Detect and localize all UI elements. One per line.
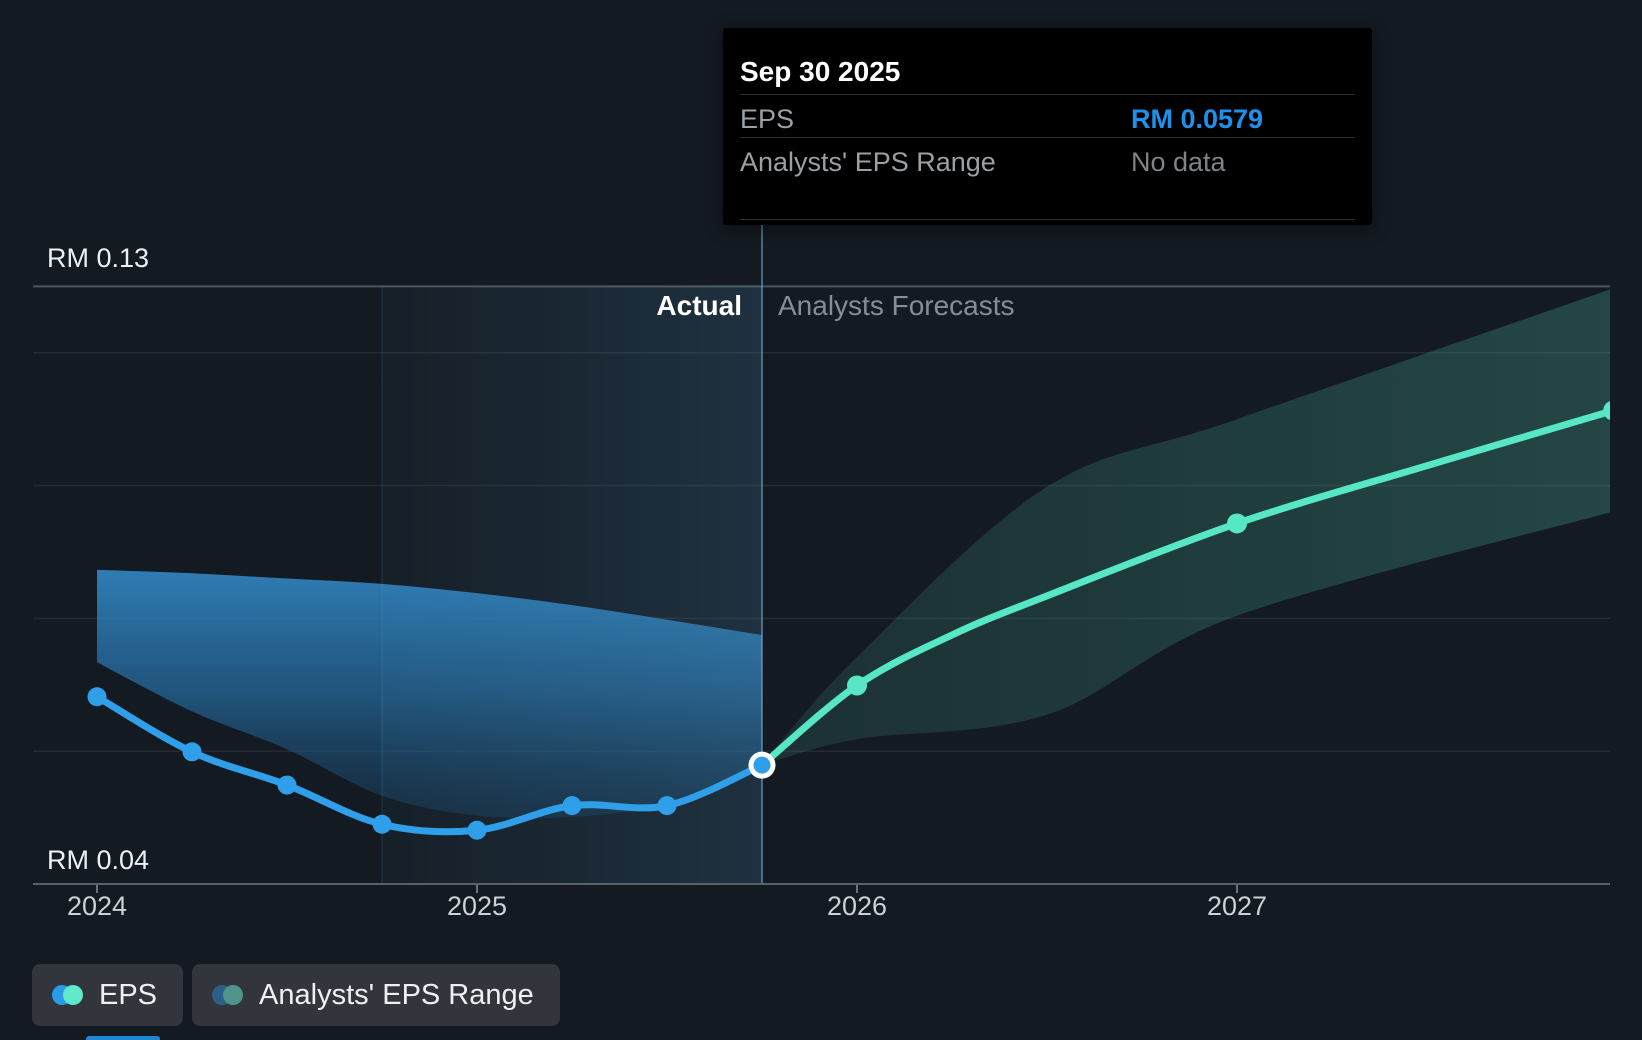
range-bands bbox=[97, 289, 1610, 819]
series-markers bbox=[87, 401, 1610, 840]
y-min-label: RM 0.04 bbox=[47, 845, 150, 875]
legend-range-label: Analysts' EPS Range bbox=[259, 978, 534, 1011]
legend-eps-label: EPS bbox=[99, 978, 158, 1011]
range-teal-dot-icon bbox=[223, 985, 244, 1005]
tooltip-divider bbox=[740, 219, 1355, 220]
chart-legend: EPS Analysts' EPS Range bbox=[32, 964, 560, 1026]
tooltip-range-value: No data bbox=[1131, 147, 1226, 177]
tooltip-divider bbox=[740, 94, 1355, 95]
x-axis bbox=[33, 883, 1610, 893]
tooltip-divider bbox=[740, 137, 1355, 138]
bottom-blue-strip bbox=[86, 1036, 160, 1040]
tooltip-range-label: Analysts' EPS Range bbox=[740, 147, 996, 177]
y-max-label: RM 0.13 bbox=[47, 243, 150, 273]
x-tick-label-2027: 2027 bbox=[1206, 891, 1268, 921]
eps-legend-dots-icon bbox=[52, 985, 83, 1005]
tooltip-eps-value: RM 0.0579 bbox=[1131, 104, 1264, 134]
tooltip-eps-label: EPS bbox=[740, 104, 795, 134]
range-legend-dots-icon bbox=[212, 985, 244, 1005]
chart-tooltip: Sep 30 2025 EPS RM 0.0579 Analysts' EPS … bbox=[723, 28, 1372, 225]
x-tick-label-2024: 2024 bbox=[66, 891, 128, 921]
x-tick-label-2025: 2025 bbox=[446, 891, 508, 921]
forecast-section-label: Analysts Forecasts bbox=[778, 290, 1015, 321]
actual-section-label: Actual bbox=[656, 290, 742, 321]
eps-teal-dot-icon bbox=[63, 985, 83, 1005]
legend-item-analysts-eps-range[interactable]: Analysts' EPS Range bbox=[192, 964, 560, 1026]
tooltip-date: Sep 30 2025 bbox=[740, 56, 901, 87]
legend-item-eps[interactable]: EPS bbox=[32, 964, 184, 1026]
x-tick-label-2026: 2026 bbox=[826, 891, 888, 921]
ttm-highlight-band bbox=[381, 286, 762, 884]
